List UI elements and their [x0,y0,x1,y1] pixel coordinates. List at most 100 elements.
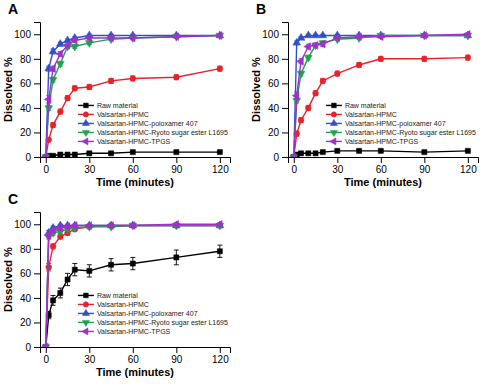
legend-marker [330,130,337,136]
legend-marker [82,130,89,136]
error-bar [87,265,92,277]
y-axis: 020406080100 [14,213,40,353]
x-tick-label: 30 [84,164,96,175]
marker [64,36,72,43]
error-bar [65,273,70,285]
y-axis-line [34,213,41,348]
error-bar [109,78,114,83]
legend-item: Valsartan-HPMC-TPGS [78,328,171,335]
series [43,223,223,347]
marker [318,40,325,48]
x-tick-mark [381,157,382,163]
marker [305,105,311,111]
x-axis-line [289,158,479,164]
y-tick: 100 [14,219,40,230]
y-tick: 100 [262,29,288,40]
x-tick: 90 [171,157,183,175]
legend-item: Valsartan-HPMC-poloxamer 407 [78,119,198,128]
marker [130,150,135,155]
marker [465,148,470,153]
x-tick-label: 60 [128,354,140,365]
marker [172,220,179,228]
marker [49,227,56,235]
legend-item: Valsartan-HPMC-Ryoto sugar ester L1695 [326,129,476,137]
legend-item: Valsartan-HPMC [326,111,397,118]
marker [217,66,223,72]
marker [70,37,77,45]
y-tick-label: 20 [20,317,32,328]
legend-marker [84,293,89,298]
x-tick-mark [424,157,425,163]
series-line [46,226,220,348]
y-tick-label: 60 [20,268,32,279]
series-line [46,226,220,348]
error-bar [87,85,92,90]
y-tick-mark [34,322,40,323]
marker [49,47,57,54]
legend: Raw materialValsartan-HPMCValsartan-HPMC… [78,292,228,335]
marker [421,56,427,62]
y-tick-mark [282,132,288,133]
y-tick: 40 [268,103,288,114]
y-tick-mark [34,347,40,348]
y-tick-mark [34,298,40,299]
error-bar [217,245,222,257]
x-tick: 0 [44,157,50,175]
marker [85,41,93,48]
error-bar [174,250,179,265]
legend-label: Valsartan-HPMC-TPGS [97,328,171,335]
series-line [46,251,220,347]
x-tick-label: 120 [212,164,229,175]
legend-marker [332,103,337,108]
x-tick-mark [46,157,47,163]
series [43,66,223,157]
marker [422,150,427,155]
marker [312,31,320,38]
marker [72,267,77,272]
marker [334,71,340,77]
error-bar [313,91,318,96]
y-tick-mark [34,34,40,35]
y-tick-mark [34,59,40,60]
y-tick: 80 [20,244,40,255]
marker [465,55,471,61]
y-tick-mark [282,83,288,84]
marker [128,34,135,42]
x-axis-title: Time (minutes) [96,366,174,378]
legend-item: Valsartan-HPMC [78,111,149,118]
marker [420,32,427,40]
y-tick-mark [282,59,288,60]
y-tick-mark [34,108,40,109]
marker [313,151,318,156]
series [43,150,222,157]
x-tick: 60 [128,157,140,175]
x-tick-mark [220,157,221,163]
x-tick-mark [133,157,134,163]
marker [58,290,63,295]
series-line [46,226,220,348]
error-bar [51,123,56,128]
y-tick-label: 60 [20,78,32,89]
error-bar [51,295,56,305]
marker [463,30,470,38]
marker [71,44,79,51]
marker [65,152,70,157]
legend-item: Valsartan-HPMC-poloxamer 407 [326,119,446,128]
series [289,30,470,157]
marker [72,152,77,157]
marker [86,84,92,90]
marker [128,222,135,230]
y-tick-mark [34,249,40,250]
y-tick-label: 0 [25,152,31,163]
y-tick-label: 80 [268,54,280,65]
error-bar [306,105,311,110]
x-tick: 120 [460,157,477,175]
marker [215,32,222,40]
legend-label: Valsartan-HPMC [345,111,397,118]
y-tick: 80 [20,54,40,65]
x-axis: 0306090120 [41,347,231,365]
marker [357,148,362,153]
panel: 0306090120020406080100Time (minutes)Diss… [250,1,479,188]
legend-label: Valsartan-HPMC-poloxamer 407 [345,120,446,128]
marker [107,34,114,42]
